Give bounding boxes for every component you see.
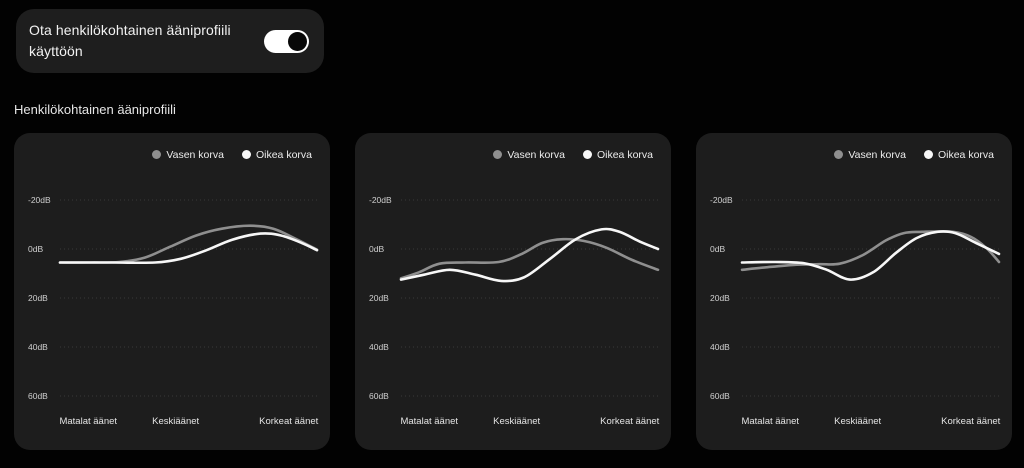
y-tick-label: 60dB — [28, 391, 48, 401]
chart-legend: Vasen korva Oikea korva — [696, 133, 1012, 162]
hearing-curve-chart-1: -20dB 0dB 20dB 40dB 60dB Matalat äänet Keskiää… — [28, 195, 319, 427]
x-axis-label: Korkeat äänet — [600, 416, 660, 427]
y-tick-label: 40dB — [28, 342, 48, 352]
toggle-knob-icon — [288, 31, 307, 51]
sound-profile-toggle-switch[interactable] — [264, 29, 309, 53]
left-ear-dot-icon — [493, 150, 503, 159]
legend-item-right-ear: Oikea korva — [582, 148, 653, 161]
legend-item-left-ear: Vasen korva — [152, 149, 224, 161]
y-tick-label: 0dB — [28, 244, 43, 254]
x-axis-label: Keskiäänet — [493, 416, 540, 427]
x-axis-label: Matalat äänet — [741, 416, 799, 427]
y-tick-label: 40dB — [369, 342, 389, 352]
hearing-chart-card-2: Vasen korva Oikea korva -20dB 0dB 20dB 40dB… — [355, 133, 671, 450]
x-axis-label: Korkeat äänet — [259, 416, 319, 427]
y-tick-label: 20dB — [28, 293, 48, 303]
curve-right-ear — [399, 227, 660, 283]
charts-row: Vasen korva Oikea korva -20dB 0dB 20dB 40dB… — [14, 133, 1012, 450]
x-axis-label: Keskiäänet — [152, 416, 199, 427]
hearing-curve-chart-3: -20dB 0dB 20dB 40dB 60dB Matalat äänet Keskiää… — [710, 195, 1001, 427]
x-axis-label: Keskiäänet — [834, 416, 881, 427]
right-ear-dot-icon — [923, 150, 933, 159]
curve-right-ear — [740, 230, 1001, 281]
legend-label-left-ear: Vasen korva — [848, 148, 906, 161]
legend-item-left-ear: Vasen korva — [493, 149, 565, 161]
curve-left-ear — [740, 230, 1001, 272]
toggle-label: Ota henkilökohtainen ääniprofiili käyttö… — [29, 22, 231, 59]
legend-label-left-ear: Vasen korva — [166, 148, 224, 161]
chart-legend: Vasen korva Oikea korva — [355, 133, 671, 162]
legend-label-left-ear: Vasen korva — [507, 148, 565, 161]
left-ear-dot-icon — [834, 150, 844, 159]
y-tick-label: 60dB — [710, 391, 730, 401]
y-tick-label: 40dB — [710, 342, 730, 352]
legend-label-right-ear: Oikea korva — [937, 148, 994, 161]
legend-item-left-ear: Vasen korva — [834, 149, 906, 161]
x-axis-label: Korkeat äänet — [941, 416, 1001, 427]
section-title: Henkilökohtainen ääniprofiili — [14, 102, 176, 117]
chart-legend: Vasen korva Oikea korva — [14, 133, 330, 162]
sound-profile-toggle-card[interactable]: Ota henkilökohtainen ääniprofiili käyttö… — [16, 9, 324, 73]
y-tick-label: 20dB — [369, 293, 389, 303]
y-tick-label: -20dB — [710, 195, 733, 205]
y-tick-label: 20dB — [710, 293, 730, 303]
legend-item-right-ear: Oikea korva — [241, 148, 312, 161]
legend-label-right-ear: Oikea korva — [255, 148, 312, 161]
curve-right-ear — [58, 232, 319, 265]
y-tick-label: 0dB — [710, 244, 725, 254]
y-tick-label: 0dB — [369, 244, 384, 254]
y-tick-label: -20dB — [369, 195, 392, 205]
y-tick-label: -20dB — [28, 195, 51, 205]
legend-item-right-ear: Oikea korva — [923, 148, 994, 161]
x-axis-label: Matalat äänet — [59, 416, 117, 427]
right-ear-dot-icon — [241, 150, 251, 159]
x-axis-label: Matalat äänet — [400, 416, 458, 427]
left-ear-dot-icon — [152, 150, 162, 159]
legend-label-right-ear: Oikea korva — [596, 148, 653, 161]
hearing-chart-card-1: Vasen korva Oikea korva -20dB 0dB 20dB 40dB… — [14, 133, 330, 450]
hearing-chart-card-3: Vasen korva Oikea korva -20dB 0dB 20dB 40dB… — [696, 133, 1012, 450]
curve-left-ear — [399, 237, 660, 280]
hearing-curve-chart-2: -20dB 0dB 20dB 40dB 60dB Matalat äänet Keskiää… — [369, 195, 660, 427]
right-ear-dot-icon — [582, 150, 592, 159]
y-tick-label: 60dB — [369, 391, 389, 401]
